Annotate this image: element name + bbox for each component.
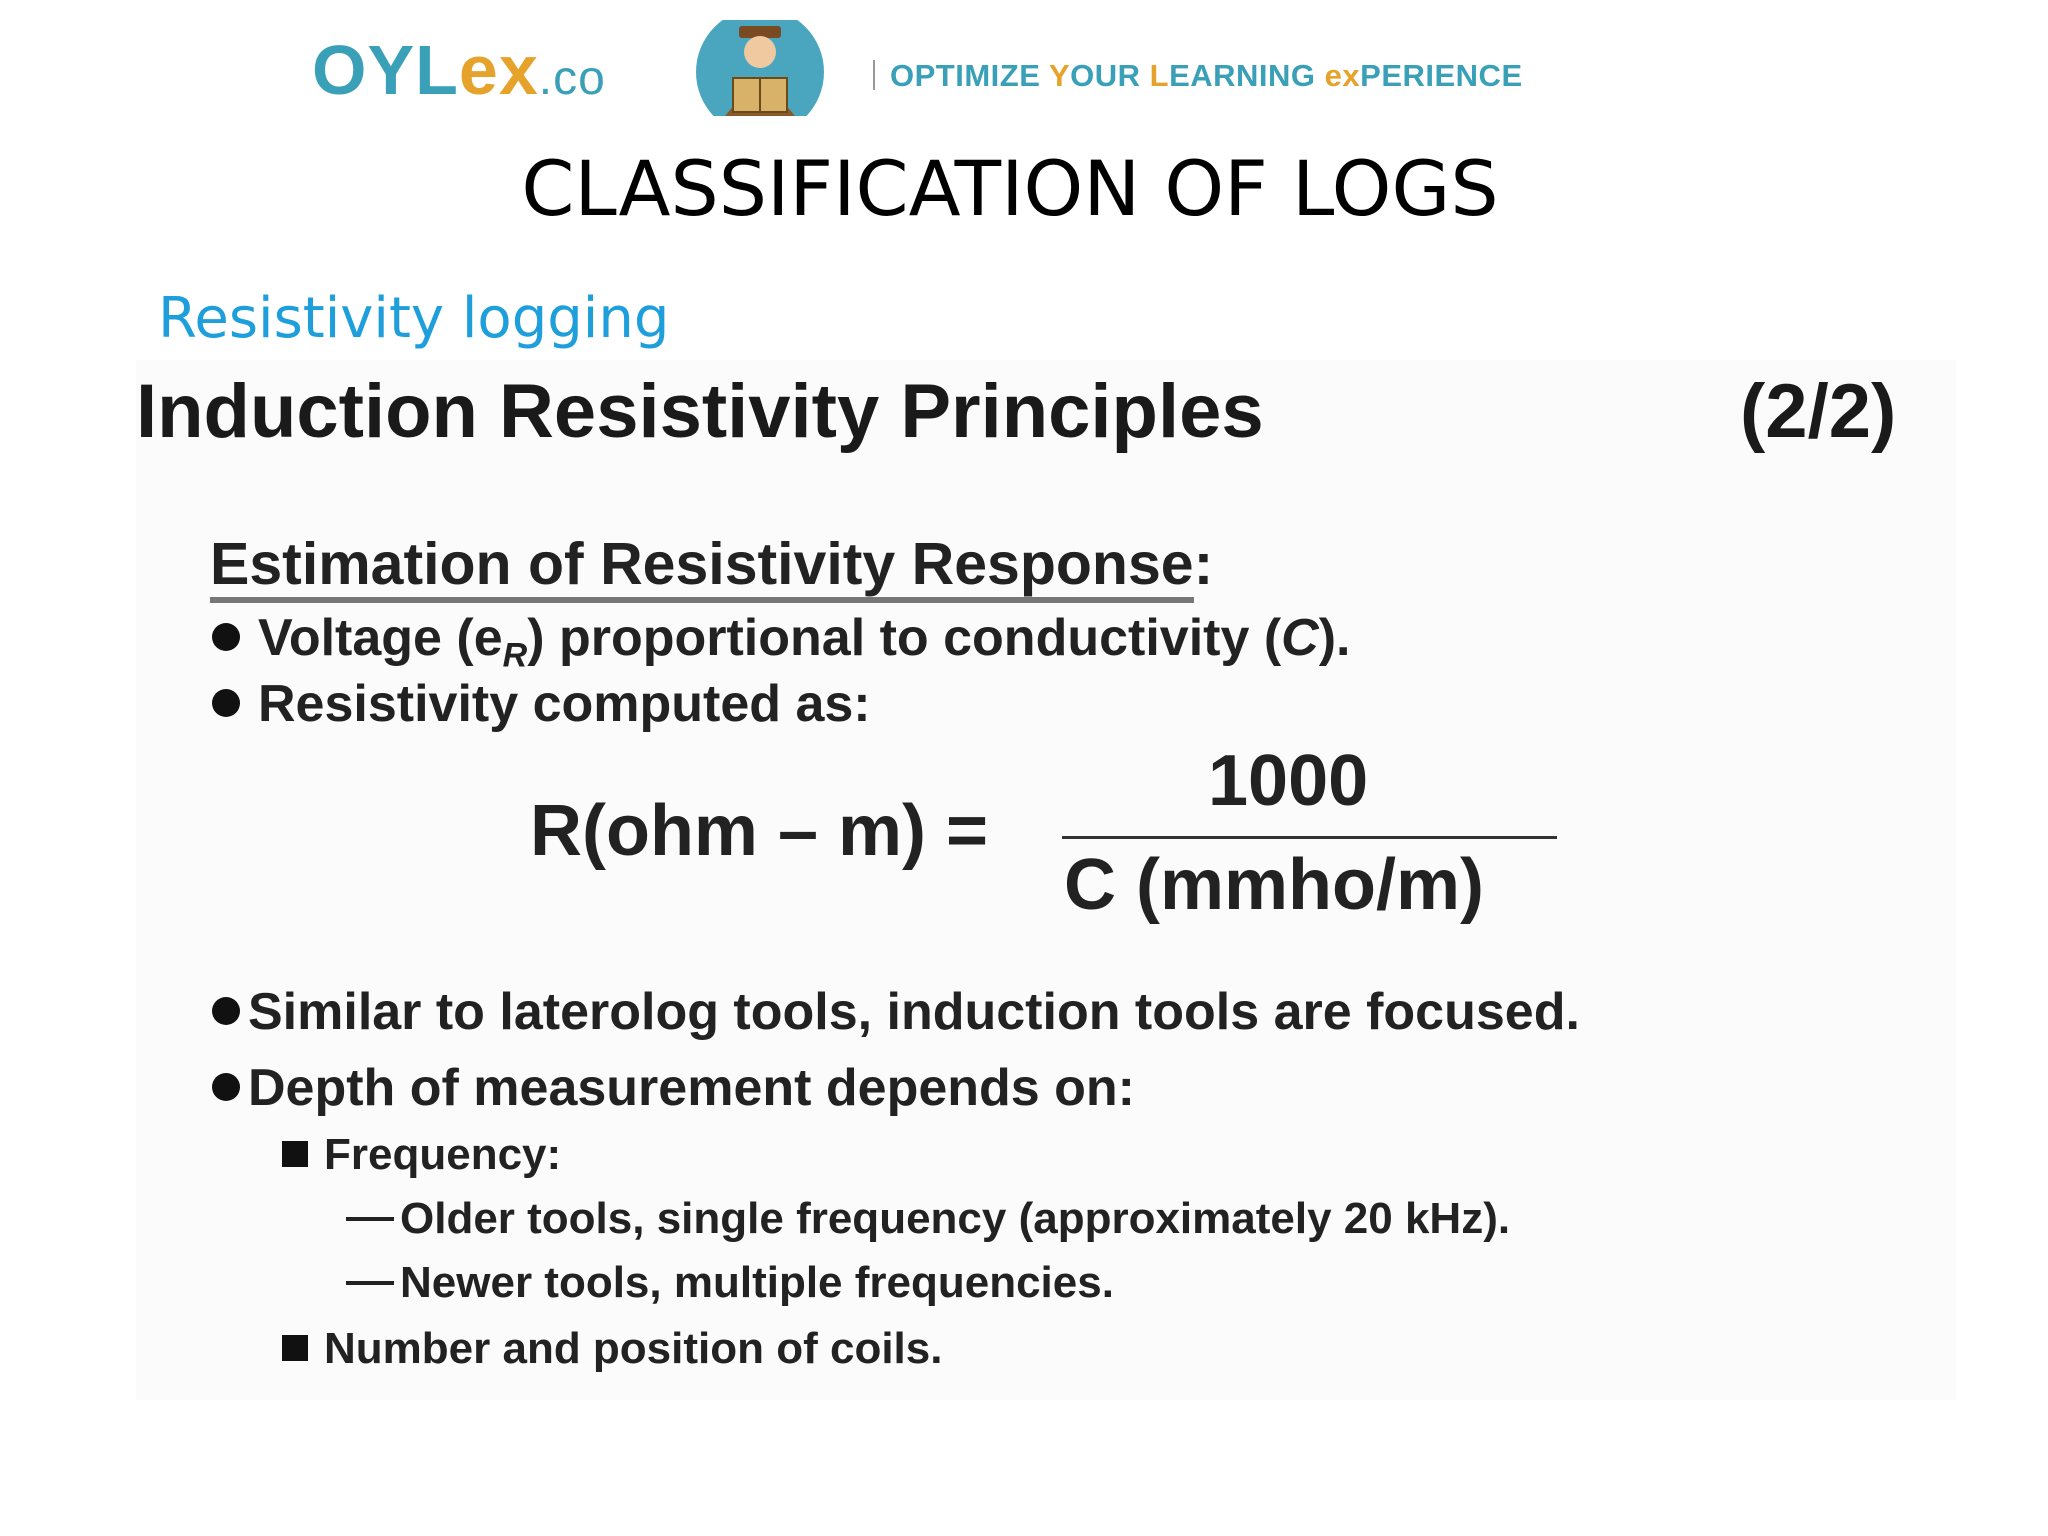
dash-icon: [346, 1281, 394, 1285]
brand-logo: OYLex.co: [312, 31, 606, 109]
square-bullet-icon: [282, 1141, 308, 1167]
formula-numerator: 1000: [1208, 741, 1369, 821]
reading-person-icon: [696, 20, 824, 116]
square-bullet-icon: [282, 1335, 308, 1361]
tagline-divider: [873, 60, 875, 90]
section-label: Resistivity logging: [158, 286, 670, 351]
bullet-focused: Similar to laterolog tools, induction to…: [212, 982, 1580, 1042]
content-title: Induction Resistivity Principles: [136, 369, 1264, 454]
dash-item-older-tools: Older tools, single frequency (approxima…: [346, 1194, 1510, 1244]
fraction-bar: [1062, 836, 1557, 839]
slide-title: CLASSIFICATION OF LOGS: [521, 144, 1499, 233]
sub-bullet-coils: Number and position of coils.: [282, 1324, 942, 1374]
bullet-dot-icon: [212, 1073, 240, 1101]
formula-lhs: R(ohm – m) =: [530, 791, 989, 871]
formula-denominator: C (mmho/m): [1064, 845, 1484, 925]
bullet-voltage: Voltage (eR) proportional to conductivit…: [212, 608, 1350, 675]
bullet-resistivity-computed: Resistivity computed as:: [212, 674, 871, 734]
page-indicator: (2/2): [1740, 369, 1897, 454]
bullet-depth: Depth of measurement depends on:: [212, 1058, 1135, 1118]
dash-item-newer-tools: Newer tools, multiple frequencies.: [346, 1258, 1114, 1308]
bullet-dot-icon: [212, 689, 240, 717]
tagline: OPTIMIZE YOUR LEARNING exPERIENCE: [890, 58, 1523, 93]
bullet-dot-icon: [212, 623, 240, 651]
sub-bullet-frequency: Frequency:: [282, 1130, 561, 1180]
dash-icon: [346, 1217, 394, 1221]
scanned-content-area: [136, 360, 1956, 1400]
bullet-dot-icon: [212, 997, 240, 1025]
estimation-heading: Estimation of Resistivity Response:: [210, 530, 1213, 603]
